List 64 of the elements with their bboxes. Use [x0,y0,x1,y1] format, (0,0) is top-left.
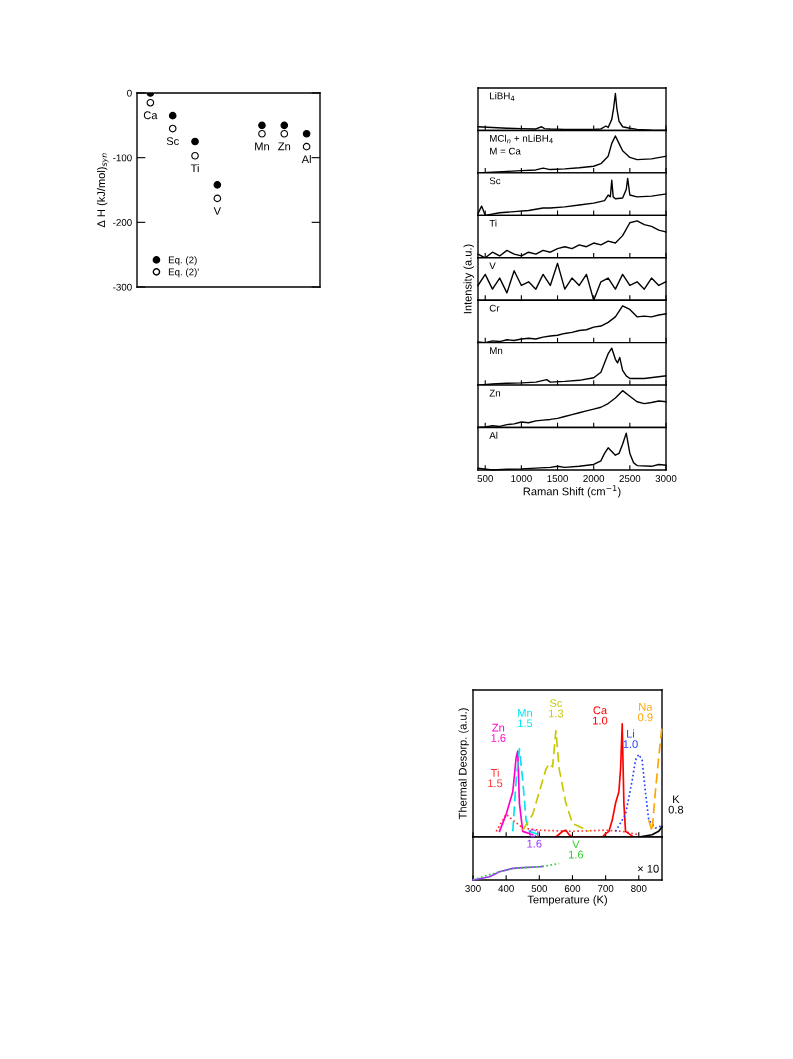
annotation: Zn [489,389,500,397]
x-tick-label: 3000 [655,475,677,482]
category-label: Mn [255,142,269,151]
annotation: Al [489,431,498,439]
legend-label: Eq. (2)' [168,268,199,278]
point [302,129,311,138]
series-label: Na 0.9 [638,703,653,722]
annotation: V [489,262,496,270]
y-axis-title: Intensity (a.u.) [463,244,474,314]
x-axis-title: Temperature (K) [527,895,607,906]
annotation: Mn [490,347,503,354]
x-tick-label: 800 [631,885,647,892]
x-tick-label: 1000 [511,475,532,482]
point [146,98,155,107]
series-label: K 0.8 [668,795,684,814]
annotation: LiBH$_{4}$ [490,92,515,101]
point [258,121,266,130]
text: Ti 1.5 [488,768,503,788]
category-label: Sc [166,137,179,146]
category-label: Zn [278,142,291,151]
series-label: Mn 1.5 [518,709,533,728]
point [191,151,199,160]
x-tick-label: 1500 [547,475,568,482]
x-tick-label: 400 [498,885,514,892]
category-label: Al [301,155,311,164]
annotation: Sc [489,177,501,185]
series-label: Cr 1.6 [527,829,542,848]
category-label: Ti [190,164,199,173]
point [258,129,266,138]
annotation: Ti [489,219,497,227]
annotation: M = Ca [490,147,521,155]
x-axis-title: Raman Shift (cm$^{−1}$) [523,485,621,498]
y-tick-label: -100 [113,154,132,162]
x-tick-label: 300 [465,885,481,892]
series-label: Li 1.0 [623,729,638,749]
point [168,124,177,133]
series-label: Zn 1.6 [491,723,506,742]
category-label: V [213,207,221,215]
point [168,111,177,120]
x-tick-label: 700 [598,885,614,892]
x-tick-label: 2000 [583,475,605,482]
x-tick-label: 600 [564,885,581,892]
point [302,142,311,151]
y-tick-label: 0 [127,89,132,97]
series-label: Ca 1.0 [593,706,608,725]
x-tick-label: 2500 [619,475,641,482]
x-tick-label: 500 [531,885,548,892]
point [280,121,289,130]
y-tick-label: -300 [113,283,132,291]
annotation: Cr [489,304,500,312]
y-axis-title: Δ H (kJ/mol)$_{syn}$ [96,153,109,228]
y-tick-label: -200 [113,219,132,226]
y-axis-title: Thermal Desorp. (a.u.) [458,708,469,820]
annotation: × 10 [638,864,659,873]
point [280,129,289,138]
point [213,194,222,203]
series-label: Sc 1.3 [549,699,564,718]
point [213,181,222,189]
annotation: MCl$_{n}$ + nLiBH$_{4}$ [490,134,553,144]
point [191,137,199,146]
legend-label: Eq. (2) [168,256,197,266]
category-label: Ca [143,111,158,120]
x-tick-label: 500 [477,475,493,482]
series-label: V 1.6 [569,840,584,859]
